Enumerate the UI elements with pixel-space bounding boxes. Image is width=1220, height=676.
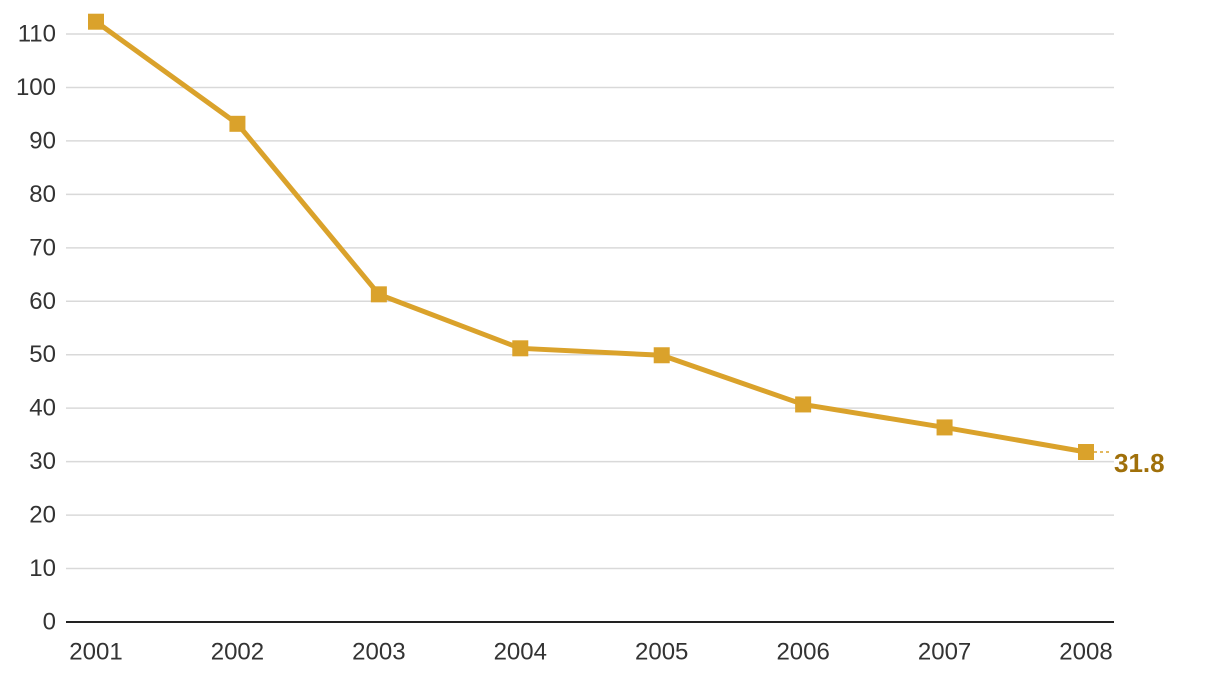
x-tick-label: 2008: [1059, 639, 1112, 666]
y-tick-label: 100: [16, 74, 56, 101]
x-tick-label: 2006: [776, 639, 829, 666]
x-tick-label: 2005: [635, 639, 688, 666]
data-point-marker: [88, 13, 104, 30]
gridlines: [66, 33, 1114, 570]
data-point-marker: [370, 286, 387, 303]
end-value-label: 31.8: [1114, 448, 1165, 478]
y-tick-label: 50: [29, 341, 56, 368]
y-tick-label: 80: [29, 181, 56, 208]
x-tick-label: 2003: [352, 639, 405, 666]
series-group: [88, 13, 1094, 461]
y-tick-label: 30: [29, 448, 56, 475]
y-tick-label: 10: [29, 555, 56, 582]
x-tick-label: 2007: [918, 639, 971, 666]
x-tick-label: 2004: [494, 639, 547, 666]
data-point-marker: [229, 115, 246, 132]
y-tick-label: 0: [43, 609, 56, 636]
data-point-marker: [653, 347, 670, 364]
y-axis: 0 10 20 30 40 50 60 70 80 90 100 110: [16, 21, 56, 636]
data-point-marker: [936, 419, 953, 436]
y-tick-label: 40: [29, 395, 56, 422]
data-point-marker: [795, 396, 812, 413]
data-point-marker: [1078, 444, 1094, 461]
x-axis: 2001 2002 2003 2004 2005 2006 2007 2008: [66, 621, 1114, 666]
x-tick-label: 2001: [69, 639, 122, 666]
y-tick-label: 70: [29, 234, 56, 261]
y-tick-label: 90: [29, 127, 56, 154]
y-tick-label: 60: [29, 288, 56, 315]
annotations: 31.8: [1094, 448, 1165, 478]
data-point-marker: [512, 340, 529, 357]
y-tick-label: 110: [18, 21, 56, 48]
series-line: [93, 19, 1089, 455]
y-tick-label: 20: [29, 502, 56, 529]
x-tick-label: 2002: [211, 639, 264, 666]
